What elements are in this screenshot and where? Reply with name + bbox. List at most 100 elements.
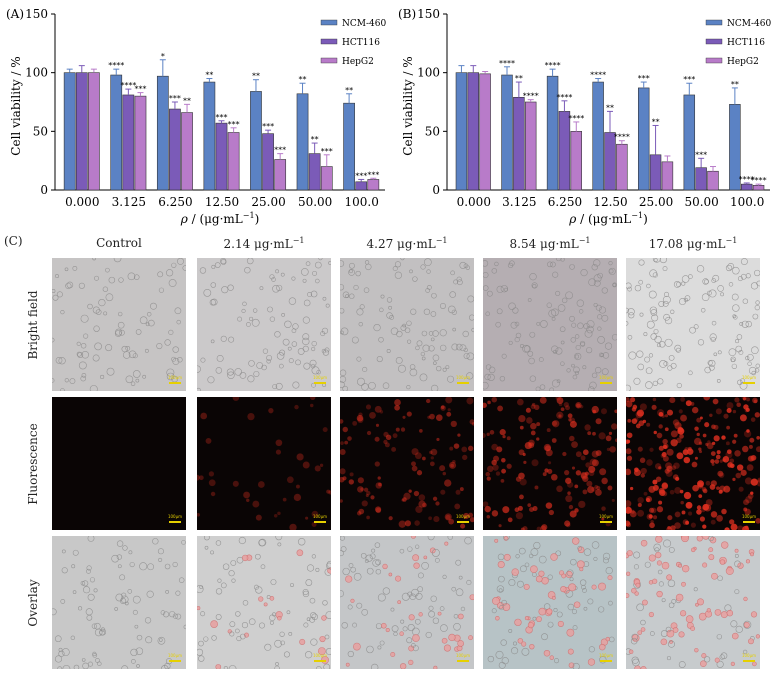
fluorescent-cell bbox=[378, 482, 382, 487]
cell-outline bbox=[658, 300, 665, 307]
fluorescent-cell bbox=[710, 511, 718, 518]
cell-outline bbox=[569, 315, 575, 322]
cell-outline bbox=[276, 284, 283, 291]
cell-outline bbox=[83, 333, 89, 339]
fluorescent-cell bbox=[724, 527, 730, 530]
cell-outline bbox=[317, 647, 326, 656]
fluorescent-cell bbox=[727, 462, 733, 468]
x-tick-label: 100.0 bbox=[345, 195, 379, 209]
row-header: Overlay bbox=[26, 579, 40, 627]
fluorescent-cell bbox=[596, 485, 601, 491]
cell-outline bbox=[458, 575, 463, 580]
fluorescent-cell bbox=[445, 397, 453, 404]
cell-outline bbox=[501, 599, 508, 606]
fluorescent-cell bbox=[374, 405, 382, 413]
scale-label: 100μm bbox=[599, 375, 613, 380]
cell-outline bbox=[228, 336, 235, 343]
cell-outline bbox=[76, 351, 82, 357]
x-tick-label: 6.250 bbox=[158, 195, 192, 209]
cell-outline bbox=[662, 300, 669, 307]
micrograph-bright-field: 100μm bbox=[626, 258, 760, 391]
cell-outline bbox=[237, 316, 243, 322]
fluorescent-cell bbox=[403, 492, 411, 500]
cell-outline bbox=[259, 286, 264, 291]
fluorescent-cell bbox=[342, 476, 347, 481]
cell-outline bbox=[743, 596, 748, 602]
cell-outline bbox=[433, 361, 437, 365]
cell-outline bbox=[284, 320, 292, 329]
bar bbox=[320, 166, 333, 191]
cell-outline bbox=[712, 274, 720, 282]
fluorescent-cell bbox=[684, 447, 689, 452]
cell-outline bbox=[321, 348, 327, 354]
cell-outline bbox=[420, 264, 426, 270]
cell-outline bbox=[661, 561, 670, 570]
cell-outline bbox=[422, 344, 430, 352]
fluorescent-cell bbox=[665, 469, 673, 477]
cell-outline bbox=[510, 321, 518, 329]
significance-label: ** bbox=[515, 74, 523, 83]
scale-label: 100μm bbox=[313, 375, 327, 380]
fluorescent-cell bbox=[439, 465, 446, 472]
cell-outline bbox=[340, 536, 345, 541]
cell-outline bbox=[358, 321, 363, 327]
cell-outline bbox=[553, 608, 558, 613]
fluorescent-cell bbox=[347, 436, 352, 441]
cell-outline bbox=[642, 599, 648, 606]
cell-outline bbox=[220, 582, 227, 589]
bar bbox=[156, 75, 169, 191]
fluorescent-cell bbox=[483, 501, 489, 508]
cell-outline bbox=[345, 575, 353, 583]
cell-outline bbox=[349, 293, 355, 299]
cell-outline bbox=[249, 316, 254, 321]
fluorescent-cell bbox=[383, 431, 389, 438]
fluorescent-cell bbox=[580, 455, 586, 461]
fluorescent-cell bbox=[716, 450, 721, 455]
fluorescent-cell bbox=[550, 473, 558, 481]
cell-outline bbox=[131, 659, 136, 664]
cell-outline bbox=[183, 624, 186, 630]
cell-outline bbox=[536, 321, 541, 326]
cell-outline bbox=[275, 662, 279, 666]
fluorescent-cell bbox=[705, 480, 711, 486]
fluorescent-cell bbox=[655, 476, 662, 482]
cell-outline bbox=[214, 262, 221, 268]
x-tick-label: 50.00 bbox=[298, 195, 332, 209]
cell-outline bbox=[399, 548, 405, 554]
cell-outline bbox=[62, 664, 71, 669]
cell-outline bbox=[72, 549, 79, 556]
cell-outline bbox=[276, 352, 285, 360]
cell-outline bbox=[555, 550, 562, 557]
bar bbox=[227, 132, 240, 191]
bar bbox=[355, 181, 368, 191]
cell-outline bbox=[127, 272, 136, 281]
cell-outline bbox=[697, 339, 705, 346]
cell-outline bbox=[160, 610, 166, 615]
cell-outline bbox=[690, 626, 696, 631]
fluorescent-cell bbox=[710, 480, 717, 487]
cell-outline bbox=[456, 279, 463, 286]
cell-outline bbox=[573, 366, 580, 374]
fluorescent-cell bbox=[487, 400, 491, 405]
cell-outline bbox=[325, 648, 331, 655]
cell-outline bbox=[636, 603, 644, 612]
cell-outline bbox=[340, 369, 347, 376]
fluorescent-cell bbox=[440, 489, 446, 495]
cell-outline bbox=[678, 563, 683, 568]
cell-outline bbox=[327, 567, 331, 574]
cell-outline bbox=[363, 287, 370, 293]
cell-outline bbox=[551, 345, 559, 353]
cell-outline bbox=[578, 309, 584, 314]
fluorescent-cell bbox=[419, 429, 423, 433]
significance-label: ** bbox=[345, 86, 353, 95]
fluorescent-cell bbox=[457, 433, 461, 437]
cell-outline bbox=[569, 577, 574, 582]
cell-outline bbox=[720, 292, 725, 297]
scale-label: 100μm bbox=[599, 514, 613, 519]
fluorescent-cell bbox=[416, 470, 423, 476]
fluorescent-cell bbox=[507, 517, 513, 523]
fluorescent-cell bbox=[536, 422, 541, 427]
fluorescent-cell bbox=[722, 456, 730, 463]
cell-outline bbox=[673, 281, 681, 288]
scale-bar bbox=[600, 660, 612, 662]
